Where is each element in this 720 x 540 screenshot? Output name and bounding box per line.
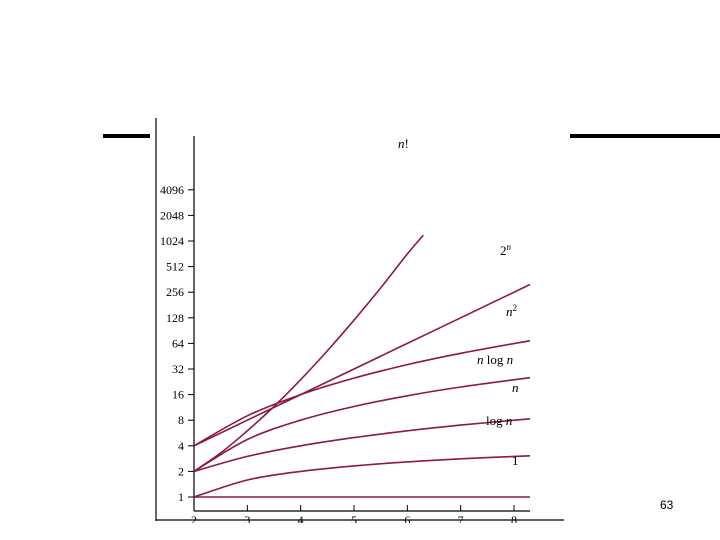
x-tick-label: 8 [511,513,517,523]
y-tick-label: 16 [172,388,184,402]
y-tick-label: 2048 [160,208,184,222]
x-tick-label: 5 [351,513,357,523]
curve-label-part: ! [405,136,409,151]
curve-label-part: log [486,413,506,428]
series-line [193,418,531,473]
curve-label: n! [398,136,409,151]
y-tick-label: 1024 [160,234,184,248]
curve-label-part: n [506,304,513,319]
curve-label: log n [486,413,512,428]
curve-label-part: n [398,136,405,151]
x-tick-label: 2 [191,513,197,523]
curve-label: 2n [500,242,512,258]
curve-label-part: n [507,352,514,367]
series-line [193,234,424,473]
series-line [193,455,531,498]
y-tick-label: 32 [172,362,184,376]
y-tick-label: 8 [178,413,184,427]
curve-label-part: n [506,413,513,428]
curve-label-part: n [507,242,512,252]
y-tick-label: 4096 [160,183,184,197]
curve-label: n [512,380,519,395]
curve-label: n2 [506,303,517,319]
curve-label-part: log [484,352,507,367]
y-tick-label: 256 [166,285,184,299]
page-number: 63 [660,498,674,512]
x-tick-label: 4 [298,513,304,523]
y-tick-label: 2 [178,464,184,478]
curve-label: 1 [512,453,519,468]
chart-curves [193,234,531,498]
series-line [193,339,531,447]
x-tick-label: 6 [404,513,410,523]
y-tick-label: 64 [172,336,184,350]
series-line [193,283,531,447]
y-tick-label: 512 [166,260,184,274]
title-rule-right [565,134,720,138]
chart-background [150,118,570,523]
x-tick-label: 3 [244,513,250,523]
title-rule-left [103,134,157,138]
curve-label-part: 2 [513,303,518,313]
y-tick-label: 1 [178,490,184,504]
curve-label-part: 1 [512,453,519,468]
curve-label-part: n [512,380,519,395]
y-tick-label: 4 [178,439,184,453]
curve-label: n log n [477,352,513,367]
x-tick-label: 7 [458,513,464,523]
curve-label-part: n [477,352,484,367]
curve-label-part: 2 [500,243,507,258]
y-tick-label: 128 [166,311,184,325]
series-line [193,376,531,473]
